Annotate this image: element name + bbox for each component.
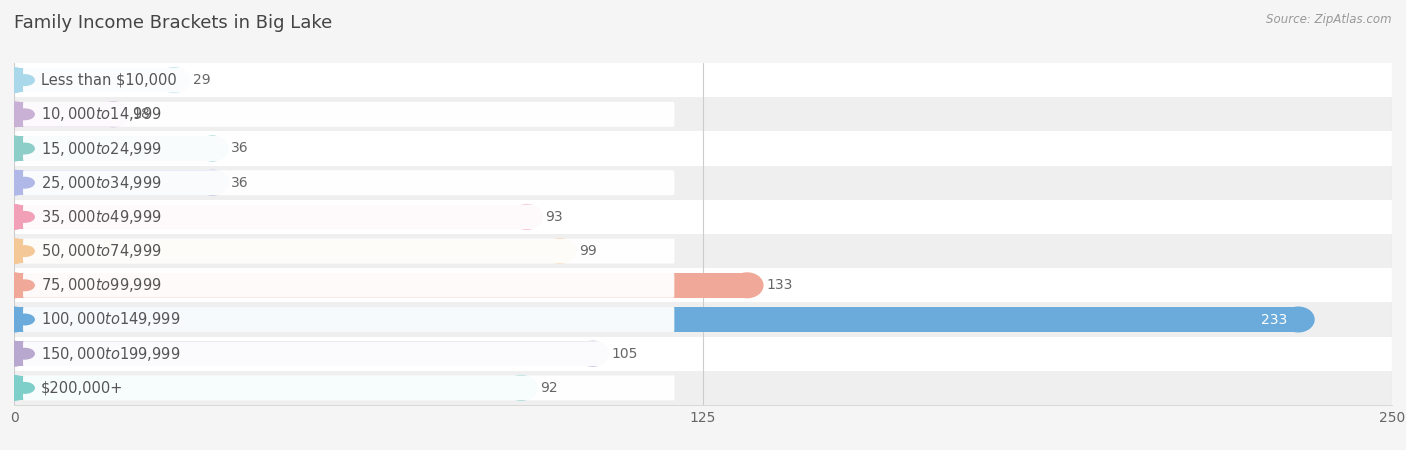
Ellipse shape xyxy=(197,136,228,161)
FancyBboxPatch shape xyxy=(22,273,675,298)
Text: $25,000 to $34,999: $25,000 to $34,999 xyxy=(41,174,162,192)
Bar xyxy=(14,68,174,92)
Text: Source: ZipAtlas.com: Source: ZipAtlas.com xyxy=(1267,14,1392,27)
Ellipse shape xyxy=(505,376,537,400)
FancyBboxPatch shape xyxy=(22,68,675,93)
FancyBboxPatch shape xyxy=(22,136,675,161)
FancyBboxPatch shape xyxy=(22,375,675,401)
Ellipse shape xyxy=(15,280,34,291)
FancyBboxPatch shape xyxy=(22,341,675,366)
Bar xyxy=(14,205,527,229)
Ellipse shape xyxy=(0,273,30,297)
Ellipse shape xyxy=(0,136,30,161)
Ellipse shape xyxy=(15,143,34,154)
FancyBboxPatch shape xyxy=(14,234,1392,268)
Text: 233: 233 xyxy=(1261,312,1288,327)
Bar xyxy=(14,376,522,400)
FancyBboxPatch shape xyxy=(22,307,675,332)
Text: $35,000 to $49,999: $35,000 to $49,999 xyxy=(41,208,162,226)
Ellipse shape xyxy=(197,171,228,195)
Ellipse shape xyxy=(15,75,34,86)
FancyBboxPatch shape xyxy=(14,200,1392,234)
Ellipse shape xyxy=(544,239,575,263)
Ellipse shape xyxy=(15,246,34,256)
FancyBboxPatch shape xyxy=(14,302,1392,337)
Ellipse shape xyxy=(1282,307,1315,332)
FancyBboxPatch shape xyxy=(22,102,675,127)
Ellipse shape xyxy=(0,239,30,263)
Text: 92: 92 xyxy=(540,381,558,395)
Ellipse shape xyxy=(576,342,609,366)
Ellipse shape xyxy=(97,102,129,126)
FancyBboxPatch shape xyxy=(14,268,1392,302)
Bar xyxy=(14,171,212,195)
Text: $15,000 to $24,999: $15,000 to $24,999 xyxy=(41,140,162,158)
Text: $50,000 to $74,999: $50,000 to $74,999 xyxy=(41,242,162,260)
Ellipse shape xyxy=(15,109,34,120)
FancyBboxPatch shape xyxy=(14,337,1392,371)
Ellipse shape xyxy=(0,68,30,92)
FancyBboxPatch shape xyxy=(14,166,1392,200)
Text: $150,000 to $199,999: $150,000 to $199,999 xyxy=(41,345,180,363)
FancyBboxPatch shape xyxy=(22,170,675,195)
Ellipse shape xyxy=(15,348,34,359)
Text: $200,000+: $200,000+ xyxy=(41,380,122,396)
Text: 99: 99 xyxy=(579,244,596,258)
Text: Family Income Brackets in Big Lake: Family Income Brackets in Big Lake xyxy=(14,14,332,32)
Ellipse shape xyxy=(0,171,30,195)
Text: 36: 36 xyxy=(232,176,249,190)
FancyBboxPatch shape xyxy=(22,238,675,264)
Bar xyxy=(14,239,560,263)
Ellipse shape xyxy=(0,307,30,332)
Text: 93: 93 xyxy=(546,210,564,224)
Ellipse shape xyxy=(0,205,30,229)
Ellipse shape xyxy=(731,273,763,297)
Ellipse shape xyxy=(15,314,34,325)
Ellipse shape xyxy=(0,102,30,126)
Bar xyxy=(14,342,593,366)
Ellipse shape xyxy=(510,205,543,229)
Bar xyxy=(14,273,747,297)
Ellipse shape xyxy=(15,212,34,222)
Text: 36: 36 xyxy=(232,141,249,156)
Text: $75,000 to $99,999: $75,000 to $99,999 xyxy=(41,276,162,294)
Text: 29: 29 xyxy=(193,73,211,87)
Ellipse shape xyxy=(15,382,34,393)
Text: 18: 18 xyxy=(132,107,150,122)
Ellipse shape xyxy=(157,68,190,92)
Ellipse shape xyxy=(0,376,30,400)
Text: Less than $10,000: Less than $10,000 xyxy=(41,72,176,88)
FancyBboxPatch shape xyxy=(14,97,1392,131)
FancyBboxPatch shape xyxy=(14,371,1392,405)
Bar xyxy=(14,136,212,161)
Ellipse shape xyxy=(0,342,30,366)
Text: 105: 105 xyxy=(612,346,638,361)
Text: $100,000 to $149,999: $100,000 to $149,999 xyxy=(41,310,180,328)
Text: 133: 133 xyxy=(766,278,793,293)
Bar xyxy=(14,307,1298,332)
FancyBboxPatch shape xyxy=(14,63,1392,97)
FancyBboxPatch shape xyxy=(22,204,675,230)
Bar xyxy=(14,102,114,126)
Text: $10,000 to $14,999: $10,000 to $14,999 xyxy=(41,105,162,123)
FancyBboxPatch shape xyxy=(14,131,1392,166)
Ellipse shape xyxy=(15,177,34,188)
